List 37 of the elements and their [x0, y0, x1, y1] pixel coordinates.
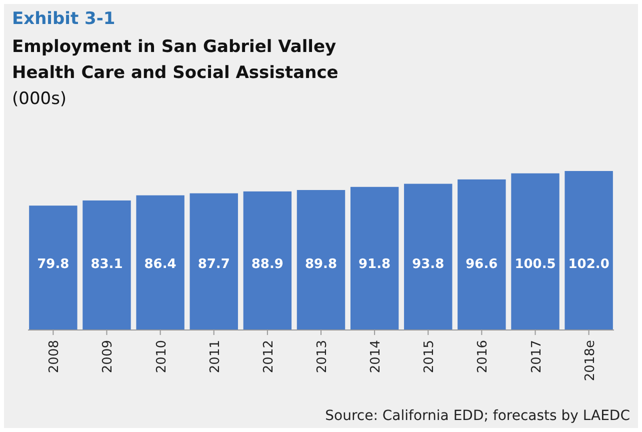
chart-title: Employment in San Gabriel Valley Health Care and Social Assistance — [12, 37, 338, 83]
x-tick-label: 2010 — [154, 340, 170, 374]
bar — [564, 171, 613, 330]
data-label: 86.4 — [144, 257, 176, 272]
bar — [190, 193, 238, 330]
bar — [29, 206, 78, 330]
x-tick-label: 2017 — [529, 340, 544, 374]
data-label: 79.8 — [37, 257, 70, 272]
x-tick-label: 2013 — [315, 340, 330, 374]
data-label: 87.7 — [198, 257, 230, 272]
bar — [243, 191, 292, 330]
data-label: 93.8 — [412, 257, 444, 272]
source-note: Source: California EDD; forecasts by LAEDC — [325, 408, 630, 424]
x-tick-label: 2009 — [100, 340, 116, 374]
bar — [404, 184, 452, 330]
bar — [82, 200, 131, 330]
data-label: 88.9 — [251, 257, 284, 272]
bar — [296, 190, 346, 330]
x-tick-label: 2016 — [476, 340, 491, 374]
bar — [458, 179, 506, 330]
chart-subtitle: (000s) — [12, 89, 67, 109]
data-label: 96.6 — [466, 257, 498, 272]
bar — [350, 186, 399, 330]
text: Exhibit 3-1 — [12, 9, 116, 29]
x-tick-label: 2018e — [582, 340, 598, 382]
data-label: 91.8 — [358, 257, 391, 272]
x-tick-label: 2008 — [47, 340, 62, 374]
x-tick-label: 2012 — [261, 340, 276, 374]
data-label: 89.8 — [304, 257, 338, 272]
x-tick-label: 2011 — [208, 340, 223, 374]
x-tick-label: 2015 — [422, 340, 438, 374]
bar — [136, 195, 184, 330]
x-tick-label: 2014 — [368, 340, 384, 374]
bar — [511, 173, 560, 330]
data-label: 83.1 — [90, 257, 123, 272]
data-label: 100.5 — [514, 257, 556, 272]
data-label: 102.0 — [568, 257, 610, 272]
